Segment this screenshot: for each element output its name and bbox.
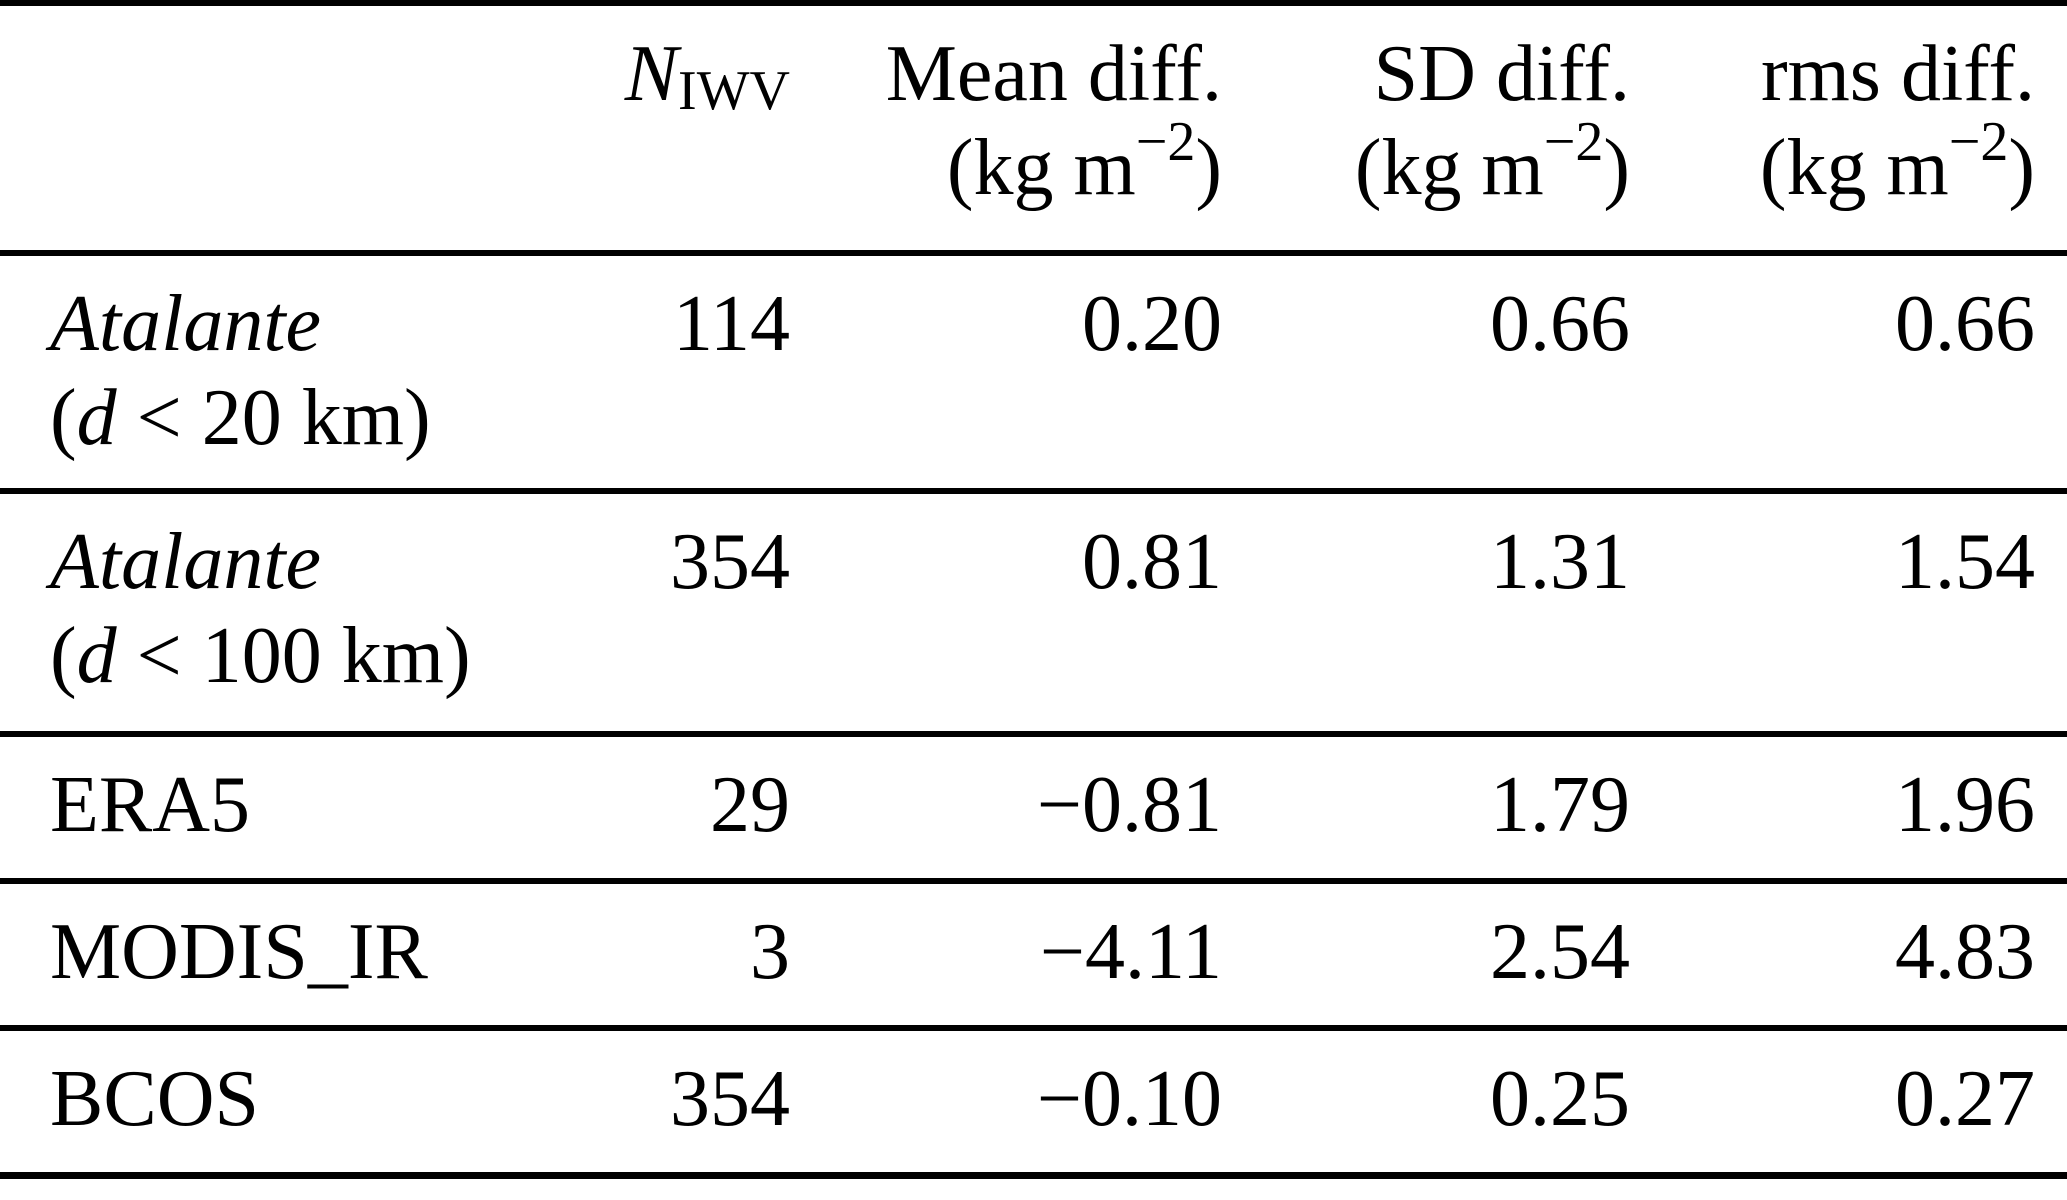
row-label: Atalante (d < 20 km) (50, 280, 431, 462)
cell-rms-diff: 1.54 (1895, 518, 2035, 606)
header-row: NIWV Mean diff. (kg m−2) SD diff. (kg m−… (0, 3, 2067, 253)
cell-sd-diff: 1.79 (1490, 761, 1630, 849)
header-rms-diff-title: rms diff. (1760, 30, 2035, 118)
cell-mean-diff: 0.81 (1082, 518, 1222, 606)
table-row-era5: ERA5 29 −0.81 1.79 1.96 (0, 734, 2067, 881)
cell-niwv: 114 (672, 280, 790, 368)
header-sd-diff-unit: (kg m−2) (1354, 111, 1630, 212)
header-empty-cell (0, 3, 600, 253)
niwv-symbol: N (624, 30, 679, 118)
header-sd-diff: SD diff. (kg m−2) (1254, 3, 1662, 253)
header-rms-diff: rms diff. (kg m−2) (1662, 3, 2067, 253)
niwv-subscript: IWV (678, 59, 790, 122)
cell-sd-diff: 1.31 (1490, 518, 1630, 606)
row-label: ERA5 (50, 761, 250, 849)
cell-niwv: 354 (670, 1055, 790, 1143)
cell-rms-diff: 1.96 (1895, 761, 2035, 849)
row-label: BCOS (50, 1055, 259, 1143)
cell-rms-diff: 4.83 (1895, 908, 2035, 996)
cell-niwv: 354 (670, 518, 790, 606)
cell-mean-diff: −0.10 (1036, 1055, 1222, 1143)
cell-niwv: 3 (750, 908, 790, 996)
cell-mean-diff: −4.11 (1039, 908, 1222, 996)
table-row-bcos: BCOS 354 −0.10 0.25 0.27 (0, 1028, 2067, 1175)
row-label: Atalante (d < 100 km) (50, 518, 471, 700)
header-rms-diff-unit: (kg m−2) (1759, 111, 2035, 212)
table-row-atalante-20km: Atalante (d < 20 km) 114 0.20 0.66 0.66 (0, 253, 2067, 491)
cell-rms-diff: 0.27 (1895, 1055, 2035, 1143)
cell-mean-diff: 0.20 (1082, 280, 1222, 368)
header-mean-diff: Mean diff. (kg m−2) (822, 3, 1254, 253)
table-row-modis-ir: MODIS_IR 3 −4.11 2.54 4.83 (0, 881, 2067, 1028)
cell-mean-diff: −0.81 (1036, 761, 1222, 849)
row-label: MODIS_IR (50, 908, 428, 996)
cell-sd-diff: 2.54 (1490, 908, 1630, 996)
header-mean-diff-unit: (kg m−2) (946, 111, 1222, 212)
cell-sd-diff: 0.25 (1490, 1055, 1630, 1143)
header-niwv: NIWV (600, 3, 822, 253)
table-row-atalante-100km: Atalante (d < 100 km) 354 0.81 1.31 1.54 (0, 491, 2067, 734)
cell-sd-diff: 0.66 (1490, 280, 1630, 368)
header-mean-diff-title: Mean diff. (885, 30, 1222, 118)
header-sd-diff-title: SD diff. (1373, 30, 1630, 118)
cell-rms-diff: 0.66 (1895, 280, 2035, 368)
cell-niwv: 29 (710, 761, 790, 849)
